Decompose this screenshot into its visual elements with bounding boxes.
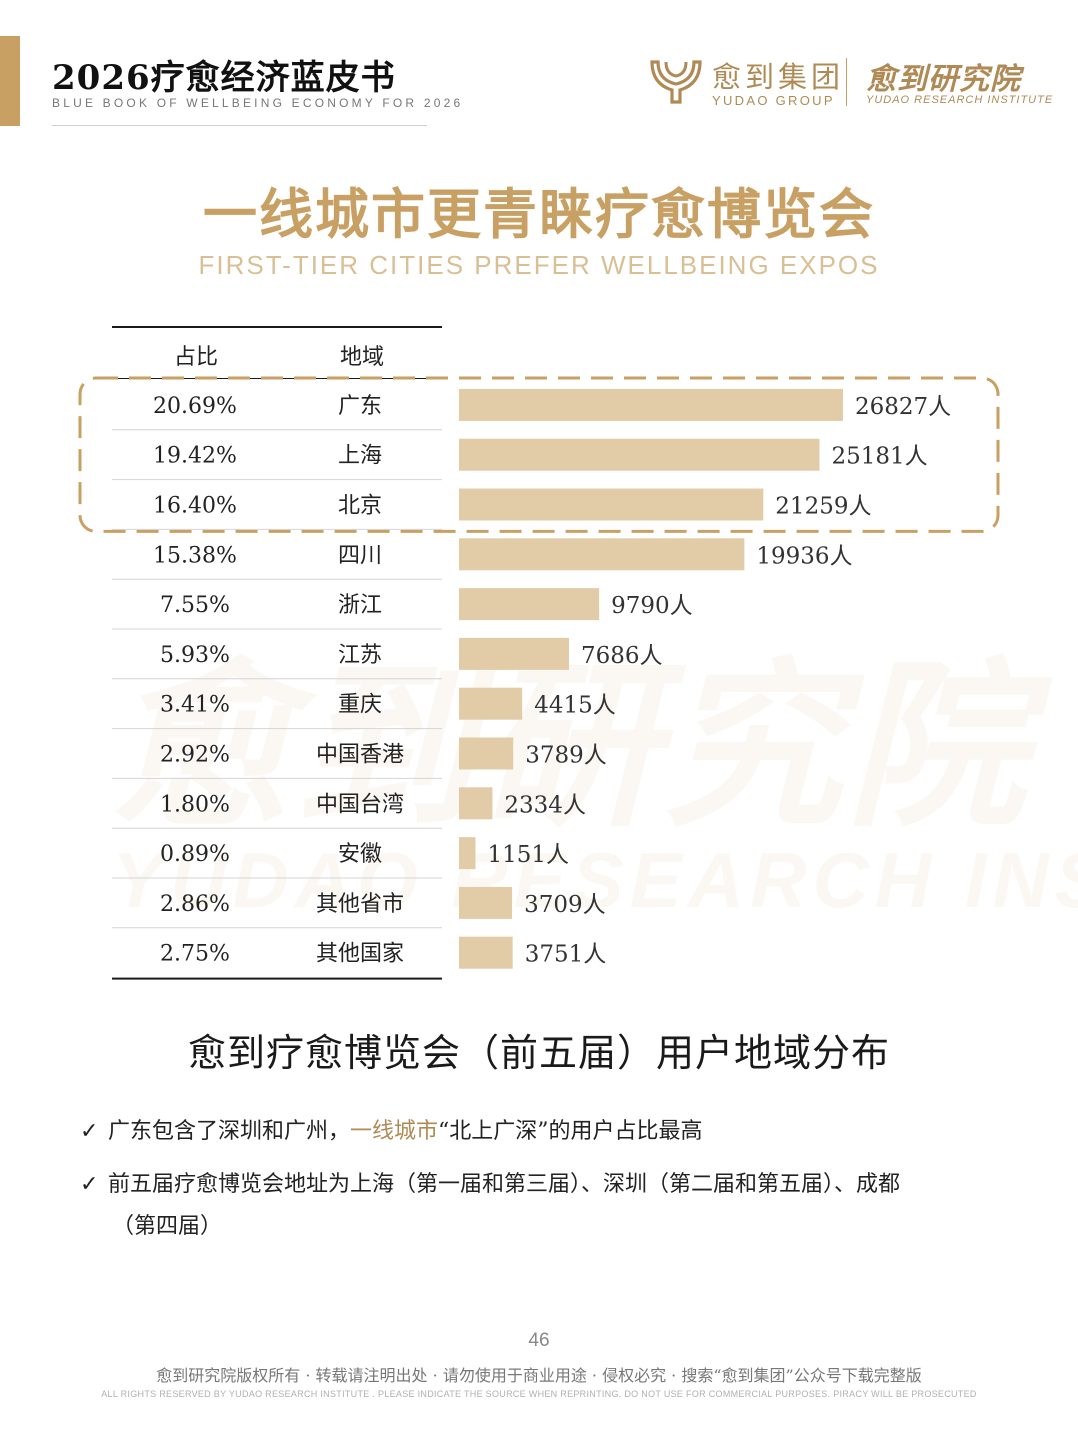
bar bbox=[459, 637, 570, 670]
value-label: 3789人 bbox=[525, 743, 607, 769]
note-1-text-end: “北上广深”的用户占比最高 bbox=[438, 1119, 703, 1144]
region-label: 四川 bbox=[338, 543, 382, 568]
bar bbox=[459, 438, 820, 471]
share-label: 2.75% bbox=[160, 942, 230, 967]
region-label: 中国台湾 bbox=[316, 792, 404, 817]
bar bbox=[459, 588, 600, 621]
region-label: 北京 bbox=[338, 494, 382, 519]
check-icon: ✓ bbox=[80, 1172, 99, 1197]
bar bbox=[459, 388, 843, 421]
check-icon: ✓ bbox=[80, 1119, 99, 1144]
region-label: 上海 bbox=[338, 444, 382, 469]
share-label: 0.89% bbox=[160, 842, 230, 867]
share-label: 1.80% bbox=[160, 792, 230, 817]
column-header-region: 地域 bbox=[339, 345, 384, 370]
value-label: 25181人 bbox=[831, 444, 927, 470]
copyright-en: ALL RIGHTS RESERVED BY YUDAO RESEARCH IN… bbox=[101, 1389, 977, 1399]
book-subtitle: BLUE BOOK OF WELLBEING ECONOMY FOR 2026 bbox=[52, 96, 464, 110]
logo-separator bbox=[846, 58, 847, 106]
share-label: 2.86% bbox=[160, 892, 230, 917]
note-2-continued: （第四届） bbox=[112, 1214, 223, 1239]
watermark-en: YUDAO RESEARCH INSTITUTE bbox=[112, 836, 1078, 924]
bar bbox=[459, 538, 745, 571]
share-label: 20.69% bbox=[153, 394, 237, 419]
table-bottom-rule bbox=[112, 977, 442, 980]
chart-caption: 愈到疗愈博览会（前五届）用户地域分布 bbox=[187, 1031, 890, 1075]
value-label: 3751人 bbox=[525, 942, 607, 968]
note-1: ✓ 广东包含了深圳和广州，一线城市“北上广深”的用户占比最高 bbox=[80, 1113, 703, 1145]
bar bbox=[459, 687, 523, 720]
header-accent-bar bbox=[0, 36, 20, 126]
share-label: 5.93% bbox=[160, 643, 230, 668]
share-label: 19.42% bbox=[153, 444, 237, 469]
value-label: 3709人 bbox=[524, 892, 606, 918]
region-label: 其他省市 bbox=[316, 892, 404, 917]
copyright-cn: 愈到研究院版权所有 · 转载请注明出处 · 请勿使用于商业用途 · 侵权必究 ·… bbox=[156, 1366, 922, 1385]
share-label: 2.92% bbox=[160, 743, 230, 768]
region-label: 江苏 bbox=[338, 643, 382, 668]
institute-name-cn: 愈到研究院 bbox=[866, 62, 1021, 97]
bar bbox=[459, 886, 513, 919]
region-distribution-chart: 20.69% 广东 26827人 19.42% 上海 25181人 16.40% 北京 2125… bbox=[78, 376, 1000, 980]
share-label: 16.40% bbox=[153, 494, 237, 519]
bar bbox=[459, 837, 476, 870]
value-label: 2334人 bbox=[504, 792, 586, 818]
note-1-highlight: 一线城市 bbox=[350, 1119, 439, 1144]
bar bbox=[459, 737, 514, 770]
yudao-logo-icon bbox=[650, 60, 702, 104]
share-label: 3.41% bbox=[160, 693, 230, 718]
region-label: 重庆 bbox=[338, 693, 382, 718]
bar bbox=[459, 787, 493, 820]
region-label: 浙江 bbox=[338, 593, 382, 618]
bar bbox=[459, 936, 513, 969]
page-subtitle: FIRST-TIER CITIES PREFER WELLBEING EXPOS bbox=[198, 250, 880, 280]
region-label: 中国香港 bbox=[316, 743, 404, 768]
book-title: 2026疗愈经济蓝皮书 bbox=[52, 58, 396, 98]
page-number: 46 bbox=[528, 1330, 550, 1351]
value-label: 4415人 bbox=[534, 693, 616, 719]
region-label: 安徽 bbox=[338, 842, 382, 867]
page-title: 一线城市更青睐疗愈博览会 bbox=[203, 182, 875, 246]
value-label: 19936人 bbox=[756, 543, 852, 569]
logo-text-cn: 愈到集团 bbox=[712, 60, 845, 94]
value-label: 21259人 bbox=[775, 494, 871, 520]
value-label: 9790人 bbox=[611, 593, 693, 619]
value-label: 7686人 bbox=[581, 643, 663, 669]
region-label: 其他国家 bbox=[316, 942, 404, 967]
region-label: 广东 bbox=[338, 394, 382, 419]
header-divider bbox=[52, 125, 427, 126]
logo-text-en: YUDAO GROUP bbox=[712, 93, 835, 108]
institute-name-en: YUDAO RESEARCH INSTITUTE bbox=[866, 94, 1054, 106]
value-label: 1151人 bbox=[487, 842, 569, 868]
table-top-rule bbox=[112, 326, 442, 328]
share-label: 15.38% bbox=[153, 543, 237, 568]
column-header-share: 占比 bbox=[173, 345, 218, 370]
highlight-dashed-box bbox=[78, 376, 1000, 533]
note-1-text: 广东包含了深圳和广州， bbox=[108, 1119, 351, 1144]
note-2: ✓ 前五届疗愈博览会地址为上海（第一届和第三届）、深圳（第二届和第五届）、成都 bbox=[80, 1166, 900, 1198]
share-label: 7.55% bbox=[160, 593, 230, 618]
value-label: 26827人 bbox=[855, 394, 951, 420]
note-2-text: 前五届疗愈博览会地址为上海（第一届和第三届）、深圳（第二届和第五届）、成都 bbox=[108, 1172, 901, 1197]
watermark-cn: 愈到研究院 bbox=[110, 643, 1031, 852]
bar bbox=[459, 488, 764, 521]
